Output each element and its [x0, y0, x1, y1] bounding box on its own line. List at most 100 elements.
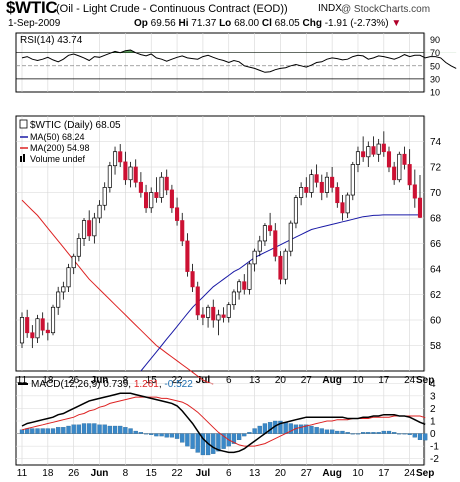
macd-line [21, 392, 426, 454]
candle-body [169, 189, 174, 209]
candle-body [144, 192, 149, 209]
x-tick-label-price: 13 [249, 375, 261, 386]
macd-histogram-bar [149, 433, 154, 435]
rsi-panel [15, 32, 425, 93]
price-legend-swatch [19, 119, 28, 129]
macd-histogram-bar [412, 433, 417, 438]
macd-histogram-bar [340, 430, 345, 434]
close-label: Cl [261, 18, 272, 29]
macd-histogram-bar [154, 433, 159, 437]
ma200-legend-label: MA(200) 54.98 [30, 143, 90, 153]
open-value: 69.56 [150, 18, 176, 29]
x-tick-label-price: 11 [17, 375, 28, 386]
candle-body [257, 240, 262, 252]
x-tick-label-macd: 27 [301, 468, 313, 479]
macd-histogram-bar [185, 433, 190, 447]
macd-histogram-bar [417, 433, 423, 441]
macd-histogram-bar [200, 433, 206, 456]
macd-histogram-bar [392, 432, 397, 434]
candle-body [309, 174, 314, 193]
candle-body [30, 332, 35, 339]
candle-body [324, 176, 330, 193]
candle-body [278, 255, 283, 280]
quote-date: 1-Sep-2009 [8, 18, 61, 29]
exchange-label: INDX [318, 3, 342, 14]
candle-body [371, 146, 376, 155]
candle-body [200, 314, 205, 318]
macd-histogram-bar [335, 430, 340, 434]
candle-body [87, 220, 92, 237]
macd-y-tick: 0 [430, 429, 436, 440]
price-y-tick: 70 [430, 188, 442, 199]
candle-body [175, 207, 180, 221]
candle-body [50, 306, 56, 334]
macd-histogram-bar [397, 433, 402, 435]
candle-body [319, 181, 324, 193]
chart-symbol: $WTIC [6, 0, 58, 17]
candle-body [76, 238, 81, 257]
x-tick-label-macd: 10 [352, 468, 364, 479]
macd-histogram-bar [423, 433, 428, 441]
macd-histogram-bar [133, 430, 138, 434]
macd-histogram-bar [288, 423, 293, 434]
rsi-y-tick: 70 [430, 48, 440, 58]
candle-body [19, 317, 25, 344]
macd-histogram-bar [87, 423, 92, 434]
candle-body [195, 286, 200, 316]
macd-histogram-bar [71, 424, 76, 434]
macd-histogram-bar [402, 433, 407, 435]
macd-histogram-bar [278, 420, 283, 434]
macd-histogram-bar [123, 427, 128, 434]
candle-body [154, 192, 159, 198]
rsi-y-tick: 50 [430, 61, 440, 71]
macd-histogram-bar [381, 430, 386, 434]
candle-body [314, 174, 319, 183]
x-tick-label-macd: Jun [91, 468, 109, 479]
candle-body [138, 181, 143, 193]
candle-body [407, 164, 412, 186]
macd-histogram-bar [118, 425, 123, 434]
macd-histogram-bar [112, 425, 118, 434]
macd-histogram-bar [304, 424, 309, 434]
x-tick-label-macd: 20 [275, 468, 287, 479]
candle-body [102, 187, 107, 206]
x-tick-label-macd: Sep [416, 468, 434, 479]
candle-body [252, 250, 257, 265]
x-tick-label-price: Sep [416, 375, 434, 386]
macd-histogram-bar [138, 432, 144, 434]
down-arrow-icon: ▼ [391, 18, 402, 29]
change-value: -1.91 (-2.73%) [324, 18, 389, 29]
x-tick-label-macd: 18 [42, 468, 54, 479]
volume-legend-swatch [23, 154, 25, 162]
macd-y-tick: -2 [430, 454, 439, 465]
macd-histogram-bar [45, 428, 50, 434]
candle-body [376, 143, 381, 155]
candle-body [293, 197, 298, 224]
candle-body [25, 317, 30, 334]
candle-body [133, 166, 138, 183]
macd-histogram-bar [180, 433, 185, 443]
x-tick-label-price: 20 [275, 375, 287, 386]
macd-histogram-bar [107, 425, 113, 434]
candle-body [402, 153, 407, 165]
candle-body [366, 146, 371, 158]
x-tick-label-macd: 22 [172, 468, 184, 479]
candle-body [268, 225, 273, 232]
candle-body [247, 263, 252, 290]
macd-histogram-bar [257, 425, 262, 434]
macd-histogram-bar [66, 425, 71, 434]
macd-histogram-bar [309, 425, 314, 434]
price-y-tick: 64 [430, 265, 442, 276]
macd-y-tick: 1 [430, 417, 436, 428]
macd-histogram-bar [56, 427, 61, 434]
candle-body [185, 240, 190, 272]
candle-body [159, 176, 164, 198]
rsi-overbought-fill [22, 50, 457, 53]
macd-histogram-bar [324, 429, 330, 434]
rsi-title: RSI(14) 43.74 [20, 35, 83, 46]
macd-histogram-bar [247, 432, 252, 434]
x-tick-label-macd: 13 [249, 468, 261, 479]
rsi-y-tick: 30 [430, 74, 440, 84]
x-tick-label-macd: 8 [123, 468, 129, 479]
candle-body [123, 161, 128, 181]
